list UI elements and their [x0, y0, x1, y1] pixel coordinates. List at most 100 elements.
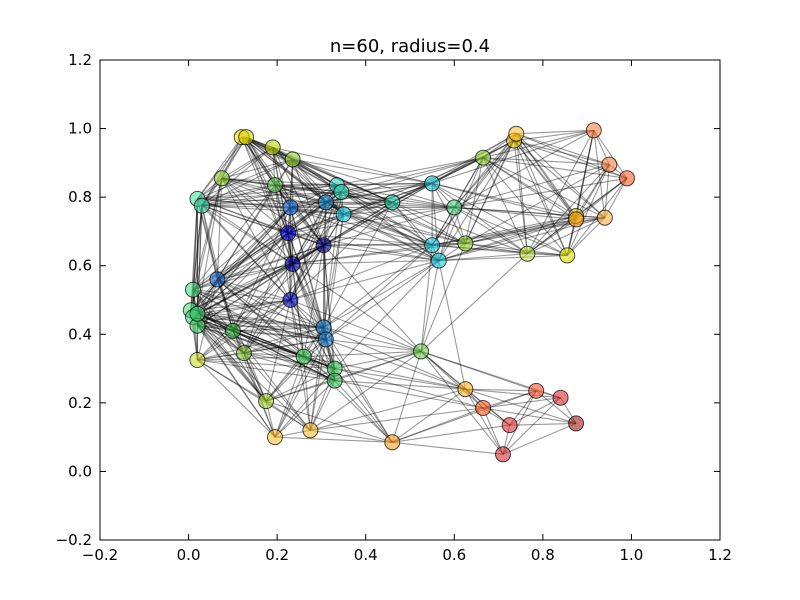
graph-edge: [192, 316, 335, 370]
graph-edge: [241, 136, 289, 234]
graph-edge: [221, 146, 273, 179]
x-tick-label: 0.6: [442, 546, 466, 564]
graph-edge: [432, 244, 568, 256]
graph-edge: [323, 206, 455, 246]
graph-edge: [527, 217, 606, 255]
graph-node: [326, 372, 343, 389]
graph-edge: [323, 326, 466, 390]
graph-edge: [290, 206, 433, 246]
graph-edge: [420, 351, 504, 455]
graph-edge: [216, 279, 336, 381]
graph-edge: [502, 422, 577, 455]
graph-edge: [336, 184, 433, 246]
y-tick-label: 0.0: [68, 462, 92, 480]
graph-edge: [336, 157, 484, 186]
graph-edge: [516, 133, 610, 166]
graph-edge: [334, 380, 466, 390]
graph-edge: [392, 441, 504, 455]
graph-edge: [431, 182, 528, 255]
graph-node: [559, 247, 576, 264]
graph-edge: [535, 390, 577, 424]
graph-edge: [502, 390, 537, 455]
graph-edge: [290, 244, 433, 301]
graph-edge: [265, 400, 393, 443]
graph-edge: [290, 206, 439, 262]
graph-edge: [438, 207, 455, 261]
graph-edge: [232, 330, 335, 370]
graph-edge: [431, 133, 517, 184]
graph-edge: [431, 129, 594, 184]
graph-node: [446, 199, 463, 216]
graph-edge: [454, 206, 577, 217]
graph-edge: [232, 330, 304, 358]
graph-edge: [196, 313, 267, 402]
graph-edge: [192, 178, 223, 290]
graph-edge: [190, 309, 324, 328]
graph-edge: [197, 198, 324, 246]
graph-edge: [192, 316, 267, 402]
graph-edge: [243, 338, 326, 354]
graph-edge: [274, 184, 342, 193]
graph-edge: [465, 242, 528, 255]
graph-edge: [432, 182, 577, 220]
graph-node: [475, 400, 492, 416]
graph-edge: [292, 159, 327, 203]
graph-node: [185, 281, 201, 298]
graph-node: [317, 194, 334, 211]
graph-edge: [232, 330, 326, 340]
graph-edge: [192, 289, 304, 358]
graph-edge: [272, 146, 338, 186]
graph-edge: [323, 244, 422, 352]
graph-edge: [197, 356, 304, 361]
plot-frame: [99, 59, 721, 541]
graph-edge: [217, 278, 336, 370]
graph-edge: [190, 263, 293, 311]
graph-edge: [334, 368, 466, 390]
graph-edge: [513, 140, 610, 166]
graph-edge: [274, 380, 336, 438]
graph-edge: [197, 313, 245, 354]
graph-edge: [515, 133, 606, 219]
graph-edge: [391, 351, 422, 443]
graph-edge: [310, 388, 466, 431]
graph-edge: [197, 198, 293, 265]
graph-edge: [325, 339, 393, 443]
graph-edge: [197, 244, 324, 315]
graph-edge: [243, 352, 276, 438]
graph-edge: [192, 205, 203, 318]
graph-edge: [334, 260, 440, 369]
graph-node: [384, 434, 401, 451]
graph-node: [235, 345, 252, 362]
graph-edge: [575, 177, 628, 217]
graph-edge: [438, 260, 466, 390]
graph-edge: [265, 350, 422, 402]
graph-edge: [289, 244, 325, 301]
graph-edge: [192, 289, 267, 402]
graph-edge: [197, 299, 291, 327]
graph-edge: [197, 325, 267, 402]
graph-edge: [197, 232, 289, 327]
graph-edge: [515, 133, 568, 256]
graph-edge: [216, 279, 234, 332]
graph-node: [501, 417, 518, 434]
graph-edge: [292, 201, 393, 265]
graph-edge: [309, 339, 327, 431]
graph-node: [508, 125, 525, 142]
graph-edge: [272, 147, 327, 203]
graph-edge: [341, 191, 440, 262]
graph-edge: [196, 178, 223, 314]
graph-edge: [334, 350, 422, 370]
graph-edge: [245, 136, 325, 246]
graph-edge: [465, 388, 561, 399]
graph-edge: [243, 326, 324, 354]
graph-edge: [290, 206, 344, 215]
graph-edge: [420, 351, 484, 409]
graph-edge: [325, 338, 422, 352]
graph-edge: [272, 146, 433, 184]
graph-edge: [197, 198, 326, 203]
graph-edge: [217, 244, 324, 280]
graph-edge: [197, 232, 289, 315]
graph-edge: [288, 232, 439, 262]
graph-edge: [482, 157, 528, 254]
